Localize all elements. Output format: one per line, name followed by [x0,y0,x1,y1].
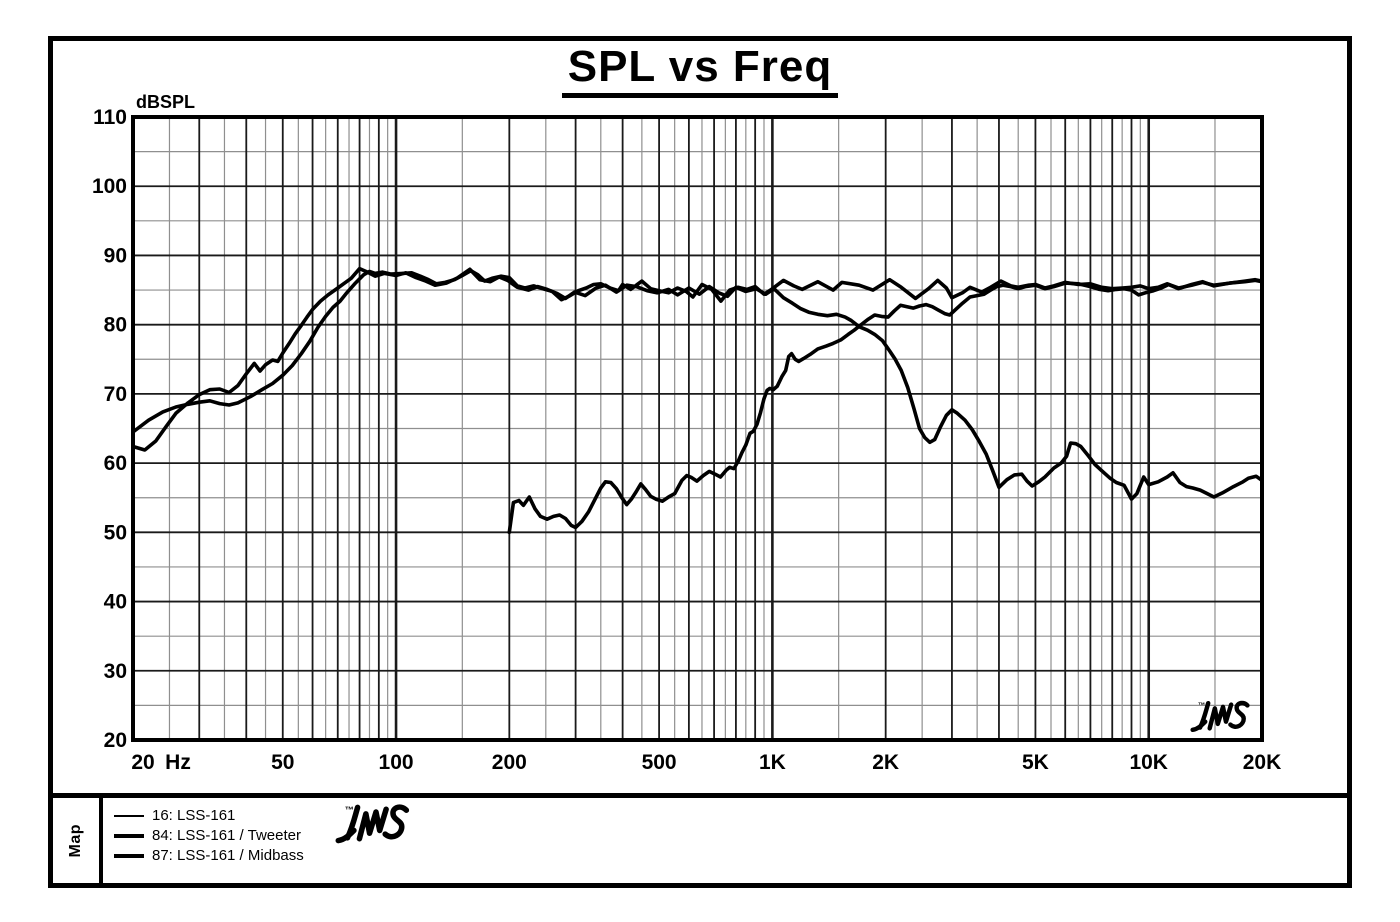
lms-brand-logo-legend: ™ [335,804,410,844]
x-tick-label: 10K [1129,751,1168,774]
legend-separator-line [48,793,1352,798]
lms-brand-logo-chart: ™ [1190,700,1250,733]
x-tick-label: 5K [1022,751,1049,774]
lms-logo-strokes [335,804,410,844]
legend-item-label: 84: LSS-161 / Tweeter [152,827,301,844]
map-panel-label: Map [67,823,84,858]
y-tick-label: 90 [104,244,127,267]
chart-title-wrap: SPL vs Freq [0,43,1400,99]
minor-gridlines [133,117,1262,740]
y-tick-label: 60 [104,452,127,475]
y-tick-label: 30 [104,660,127,683]
legend-item-87: 87: LSS-161 / Midbass [114,846,304,866]
curve-84 [507,278,1264,535]
y-tick-label: 70 [104,383,127,406]
legend-line-swatch [114,815,144,817]
legend-item-84: 84: LSS-161 / Tweeter [114,826,304,846]
curves [131,266,1264,535]
chart-title: SPL vs Freq [561,43,839,99]
x-tick-label: 1K [759,751,786,774]
y-tick-label: 50 [104,521,127,544]
legend-line-swatch [114,834,144,838]
x-tick-label: 20 [131,751,154,774]
map-panel: Map [53,798,103,883]
y-tick-label: 40 [104,591,127,614]
x-tick-labels: 20 50 100 200 500 1K 2K 5K 10K 20K Hz [131,751,1281,774]
x-tick-label: 100 [379,751,414,774]
trademark-symbol: ™ [1198,701,1205,710]
x-tick-label: 50 [271,751,294,774]
y-tick-label: 20 [104,729,127,752]
legend-item-16: 16: LSS-161 [114,806,304,826]
x-tick-label: 500 [642,751,677,774]
y-tick-label: 110 [93,106,127,129]
lms-logo-strokes [1190,700,1250,733]
page-border [48,36,1352,888]
legend-line-swatch [114,854,144,858]
y-axis-unit-label: dBSPL [136,92,196,112]
x-axis-unit-label: Hz [165,751,191,774]
plot-border [131,115,1264,742]
x-tick-label: 20K [1243,751,1282,774]
y-tick-labels: 110 100 90 80 70 60 50 40 30 20 [92,106,127,752]
legend-item-label: 87: LSS-161 / Midbass [152,847,304,864]
x-tick-label: 2K [872,751,899,774]
curve-87 [131,266,1264,501]
trademark-symbol: ™ [345,805,354,815]
legend: 16: LSS-161 84: LSS-161 / Tweeter 87: LS… [114,806,304,866]
x-tick-label: 200 [492,751,527,774]
legend-item-label: 16: LSS-161 [152,807,236,824]
y-tick-label: 100 [92,175,127,198]
y-tick-label: 80 [104,314,127,337]
